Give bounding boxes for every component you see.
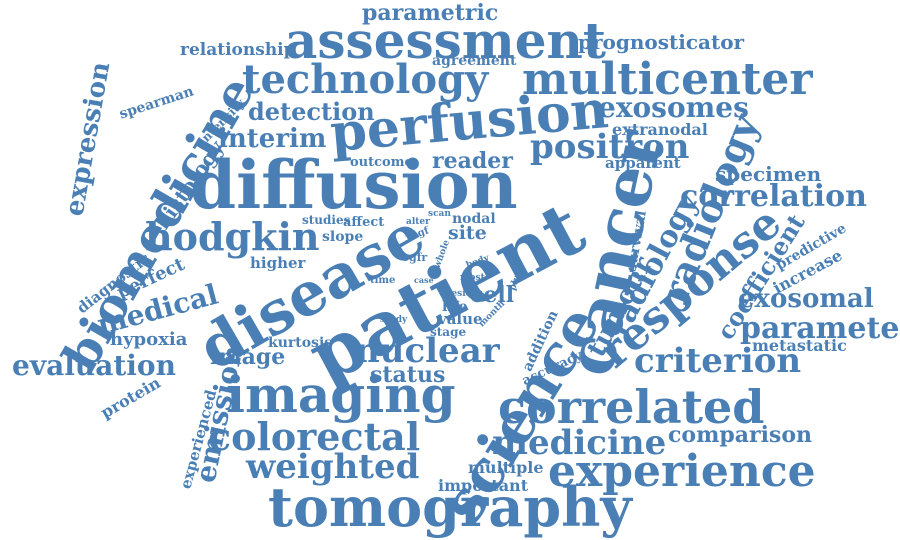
word-hodgkin: hodgkin (145, 214, 320, 259)
word-expression: expression (59, 59, 117, 219)
word-prognosticator: prognosticator (578, 30, 745, 54)
word-parameter: parameter (740, 311, 900, 346)
word-parametric: parametric (362, 0, 499, 26)
word-criterion: criterion (634, 341, 802, 381)
word-affect: affect (343, 215, 385, 230)
word-studies: studies (302, 213, 351, 227)
word-metastatic: metastatic (752, 336, 847, 355)
word-medicine: medicine (492, 423, 667, 463)
word-cell: cell (470, 282, 515, 308)
word-kurtosis: kurtosis (268, 335, 333, 351)
word-stage: stage (430, 325, 467, 339)
word-slope: slope (322, 229, 364, 245)
word-colorectal: colorectal (208, 414, 421, 459)
word-image: image (210, 344, 286, 370)
word-spearman: spearman (117, 83, 196, 123)
word-positron: positron (530, 127, 690, 167)
word-exosomal: exosomal (738, 284, 874, 314)
word-weighted: weighted (246, 447, 420, 487)
word-detection: detection (248, 97, 375, 126)
word-correlation: correlation (680, 179, 867, 214)
word-egfr: egfr (402, 251, 428, 264)
word-case: case (414, 275, 434, 285)
word-diffusion: diffusion (190, 146, 518, 224)
word-life: life (442, 299, 468, 315)
word-most: most (460, 273, 485, 283)
word-reader: reader (432, 148, 513, 174)
word-specimen: specimen (715, 162, 822, 186)
word-site: site (448, 222, 487, 244)
word-technology: technology (242, 56, 489, 103)
word-study: study (380, 315, 408, 325)
word-important: important (438, 476, 529, 495)
word-higher: higher (250, 254, 306, 272)
word-evaluation: evaluation (12, 349, 176, 382)
word-multicenter: multicenter (522, 54, 813, 105)
word-hypoxia: hypoxia (110, 329, 188, 350)
word-multiple: multiple (468, 458, 544, 477)
word-nuclear: nuclear (355, 331, 500, 371)
word-relationship: relationship (180, 40, 296, 60)
word-agreement: agreement (432, 53, 517, 69)
word-interim: interim (218, 124, 327, 154)
word-lesion: lesion (448, 289, 479, 299)
word-time: time (370, 275, 396, 286)
word-nodal: nodal (452, 211, 496, 227)
word-exosomes: exosomes (598, 91, 749, 124)
word-comparison: comparison (668, 422, 812, 448)
word-extranodal: extranodal (612, 120, 708, 139)
word-status: status (370, 362, 446, 388)
word-scan: scan (428, 209, 451, 219)
word-experience: experience (548, 446, 816, 497)
word-correlated: correlated (498, 380, 765, 434)
word-value: value (438, 310, 483, 328)
word-alter: alter (406, 217, 430, 227)
word-apparent: apparent (605, 154, 681, 172)
word-tomography: tomography (268, 475, 632, 539)
word-imaging: imaging (226, 365, 456, 424)
word-outcome: outcome (350, 155, 413, 170)
word-assessment: assessment (285, 11, 606, 70)
